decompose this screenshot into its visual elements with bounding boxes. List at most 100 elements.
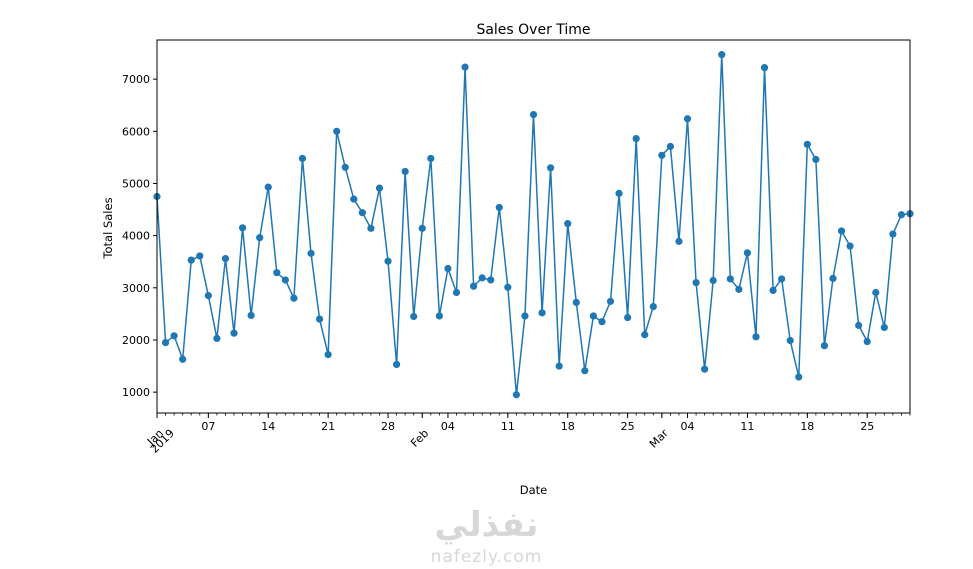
data-point — [564, 220, 572, 228]
data-point — [701, 365, 709, 373]
data-point — [238, 224, 247, 232]
x-month-label: Mar — [647, 426, 671, 450]
data-point — [461, 63, 469, 71]
data-point — [495, 203, 503, 212]
data-point — [718, 51, 726, 59]
data-point — [401, 167, 409, 176]
data-point — [812, 155, 820, 164]
data-point — [572, 298, 580, 306]
data-point — [307, 249, 315, 257]
data-point — [658, 151, 666, 159]
series-sales — [153, 51, 914, 399]
data-point — [538, 309, 546, 317]
data-point — [880, 323, 888, 332]
chart-title: Sales Over Time — [476, 22, 590, 38]
data-point — [683, 115, 692, 123]
y-tick-label: 4000 — [122, 230, 150, 243]
data-point — [735, 285, 743, 293]
y-tick-label: 2000 — [122, 334, 150, 347]
data-point — [315, 315, 324, 323]
data-point — [375, 184, 384, 192]
data-point — [487, 276, 495, 284]
data-point — [624, 313, 632, 322]
data-point — [632, 135, 640, 143]
data-point — [829, 274, 837, 283]
data-point — [863, 337, 871, 346]
data-point — [726, 275, 734, 283]
data-point — [615, 189, 623, 197]
data-point — [649, 302, 657, 311]
data-point — [333, 127, 341, 135]
data-point — [341, 163, 349, 171]
data-point — [392, 360, 401, 369]
data-point — [598, 318, 606, 326]
x-tick-label: 11 — [740, 420, 754, 433]
data-point — [204, 292, 212, 300]
x-tick-label: 11 — [501, 420, 515, 433]
data-point — [675, 237, 683, 245]
data-point — [281, 276, 289, 284]
data-point — [846, 242, 854, 250]
data-point — [803, 140, 811, 148]
data-point — [692, 278, 700, 287]
data-point — [795, 373, 803, 381]
y-tick-label: 1000 — [122, 386, 150, 399]
x-tick-label: 04 — [681, 420, 695, 433]
data-point — [512, 391, 520, 399]
data-point — [547, 164, 555, 172]
data-point — [435, 312, 443, 320]
data-point — [470, 282, 478, 290]
data-point — [786, 336, 794, 345]
series-line — [156, 53, 911, 396]
data-point — [581, 367, 589, 375]
data-point — [452, 288, 461, 297]
data-point — [350, 195, 358, 203]
data-point — [641, 331, 649, 339]
x-tick-label: 21 — [321, 420, 335, 433]
data-point — [221, 254, 230, 263]
data-point — [529, 111, 538, 119]
y-tick-label: 7000 — [122, 73, 150, 86]
data-point — [752, 333, 760, 341]
data-point — [521, 312, 529, 320]
x-tick-label: 28 — [381, 420, 395, 433]
data-point — [324, 350, 332, 359]
data-point — [478, 274, 486, 282]
data-point — [256, 234, 264, 242]
data-point — [264, 183, 272, 191]
data-point — [820, 342, 829, 350]
data-point — [410, 312, 418, 321]
x-month-label: Feb — [408, 427, 431, 450]
data-point — [367, 224, 375, 232]
data-point — [213, 334, 221, 342]
data-point — [760, 64, 769, 72]
watermark-logo-arabic: نفذلي — [434, 505, 539, 545]
data-point — [709, 276, 717, 285]
x-tick-label: 07 — [201, 420, 215, 433]
x-tick-label: 25 — [860, 420, 874, 433]
data-point — [179, 355, 187, 363]
data-point — [778, 275, 786, 283]
data-point — [247, 311, 255, 320]
data-point — [589, 312, 598, 320]
data-point — [187, 256, 195, 264]
data-point — [427, 154, 435, 163]
data-point — [298, 154, 307, 163]
data-point — [504, 283, 512, 291]
data-point — [889, 230, 897, 238]
data-point — [769, 286, 777, 295]
data-point — [666, 142, 675, 151]
watermark-logo-latin: nafezly.com — [430, 547, 543, 567]
y-tick-label: 6000 — [122, 125, 150, 138]
y-axis-label: Total Sales — [101, 197, 115, 259]
data-point — [358, 209, 366, 217]
data-point — [897, 211, 906, 219]
data-point — [855, 321, 863, 329]
x-tick-label: 18 — [800, 420, 814, 433]
data-point — [872, 288, 880, 297]
x-tick-label: 14 — [261, 420, 275, 433]
data-point — [837, 227, 846, 235]
data-point — [418, 224, 426, 232]
data-point — [170, 332, 178, 340]
